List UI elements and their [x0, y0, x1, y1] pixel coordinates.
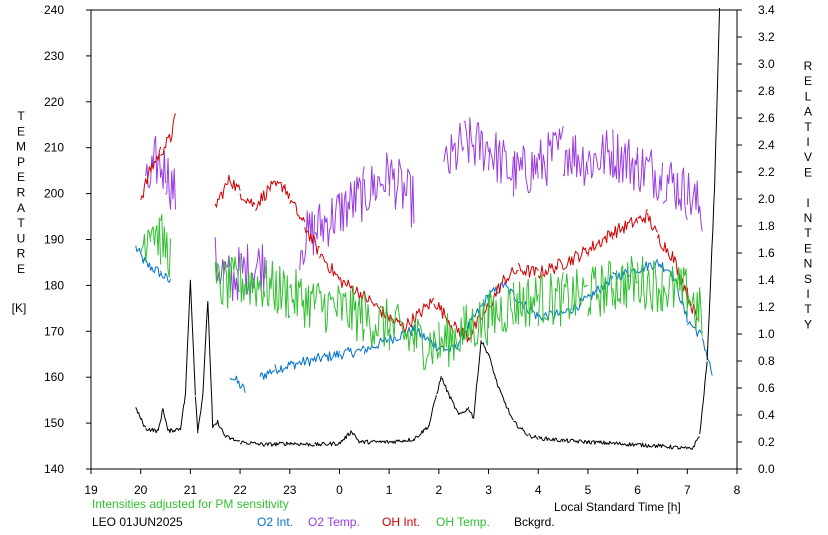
right-tick-label: 2.4	[758, 138, 775, 152]
right-tick-label: 3.0	[758, 57, 775, 71]
left-axis-label-letter: R	[17, 186, 26, 200]
left-axis-label-letter: E	[17, 124, 25, 138]
right-tick-label: 0.0	[758, 462, 775, 476]
series-oh-int	[140, 113, 698, 343]
right-axis-label-letter: N	[804, 211, 813, 225]
x-tick-label: 23	[283, 483, 297, 497]
x-tick-label: 19	[84, 483, 98, 497]
right-axis-label-letter: E	[804, 74, 812, 88]
left-axis-label-letter: T	[17, 216, 25, 230]
right-axis-label-letter: Y	[804, 317, 812, 331]
right-axis-label-letter: I	[806, 287, 809, 301]
left-tick-label: 150	[44, 416, 64, 430]
left-tick-label: 180	[44, 278, 64, 292]
x-tick-label: 4	[535, 483, 542, 497]
right-axis-label-letter: E	[804, 241, 812, 255]
right-axis-label-letter: E	[804, 165, 812, 179]
right-axis-label-letter: T	[804, 226, 812, 240]
x-tick-label: 2	[436, 483, 443, 497]
left-axis-unit: [K]	[12, 301, 27, 315]
left-tick-label: 210	[44, 141, 64, 155]
right-axis-label-letter: T	[804, 302, 812, 316]
left-tick-label: 200	[44, 187, 64, 201]
sensitivity-note: Intensities adjusted for PM sensitivity	[92, 497, 289, 511]
right-axis-label-letter: S	[804, 272, 812, 286]
right-axis-label-letter: T	[804, 120, 812, 134]
plot-area	[90, 9, 738, 470]
series-line	[140, 214, 703, 371]
series-line	[145, 117, 703, 302]
right-tick-label: 1.0	[758, 327, 775, 341]
left-tick-label: 190	[44, 233, 64, 247]
x-tick-label: 1	[386, 483, 393, 497]
x-tick-label: 22	[233, 483, 247, 497]
x-tick-label: 5	[585, 483, 592, 497]
legend-oh-int: OH Int.	[382, 515, 421, 529]
right-tick-label: 0.2	[758, 435, 775, 449]
series-line	[135, 245, 713, 393]
x-tick-label: 3	[485, 483, 492, 497]
x-tick-label: 7	[684, 483, 691, 497]
right-tick-label: 1.6	[758, 246, 775, 260]
right-tick-label: 1.2	[758, 300, 775, 314]
right-axis-label-letter: R	[804, 59, 813, 73]
legend-o2-int: O2 Int.	[257, 515, 294, 529]
left-axis-label-letter: E	[17, 262, 25, 276]
right-tick-label: 1.8	[758, 219, 775, 233]
left-tick-label: 230	[44, 49, 64, 63]
right-tick-label: 1.4	[758, 273, 775, 287]
series-layer	[135, 7, 721, 451]
left-tick-label: 220	[44, 95, 64, 109]
right-tick-label: 2.0	[758, 192, 775, 206]
left-axis-label-letter: R	[17, 247, 26, 261]
x-axis-label: Local Standard Time [h]	[554, 500, 681, 514]
x-tick-label: 8	[734, 483, 741, 497]
legend-o2-temp: O2 Temp.	[308, 515, 360, 529]
right-tick-label: 0.6	[758, 381, 775, 395]
series-oh-temp	[140, 214, 703, 371]
x-tick-label: 6	[634, 483, 641, 497]
left-axis-label-letter: P	[17, 155, 25, 169]
left-axis-label-letter: U	[17, 231, 26, 245]
series-o2-temp	[145, 117, 703, 302]
left-axis-label-letter: A	[17, 201, 25, 215]
right-tick-label: 3.4	[758, 3, 775, 17]
left-tick-label: 160	[44, 370, 64, 384]
right-axis-label-letter: L	[805, 89, 812, 103]
right-axis-label-letter: I	[806, 135, 809, 149]
series-o2-int	[135, 245, 713, 393]
left-tick-label: 140	[44, 462, 64, 476]
right-tick-label: 0.8	[758, 354, 775, 368]
axes-layer: 1401501601701801902002102202302400.00.20…	[12, 3, 813, 497]
x-tick-label: 0	[336, 483, 343, 497]
right-tick-label: 2.8	[758, 84, 775, 98]
left-axis-label-letter: T	[17, 109, 25, 123]
series-bckgrd	[135, 7, 721, 451]
station-label: LEO 01JUN2025	[92, 515, 183, 529]
x-tick-label: 20	[134, 483, 148, 497]
legend-oh-temp: OH Temp.	[436, 515, 490, 529]
left-axis-label-letter: M	[16, 140, 26, 154]
right-axis-label-letter: A	[804, 105, 812, 119]
left-tick-label: 170	[44, 324, 64, 338]
legend-bckgrd: Bckgrd.	[514, 515, 555, 529]
series-line	[135, 7, 721, 451]
x-tick-label: 21	[184, 483, 198, 497]
series-line	[140, 113, 698, 343]
left-tick-label: 240	[44, 3, 64, 17]
left-axis-label-letter: E	[17, 170, 25, 184]
right-axis-label-letter: V	[804, 150, 812, 164]
right-axis-label-letter: N	[804, 257, 813, 271]
right-tick-label: 0.4	[758, 408, 775, 422]
right-axis-label-letter: I	[806, 196, 809, 210]
right-tick-label: 2.2	[758, 165, 775, 179]
right-tick-label: 2.6	[758, 111, 775, 125]
right-tick-label: 3.2	[758, 30, 775, 44]
